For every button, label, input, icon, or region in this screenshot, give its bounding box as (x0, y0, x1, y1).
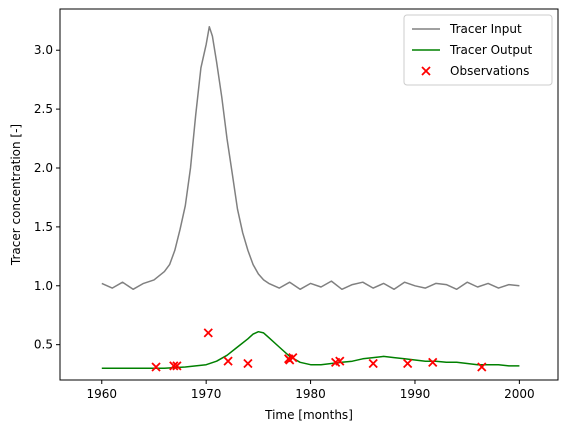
legend-item-tracer-input: Tracer Input (412, 22, 522, 36)
y-tick-label: 2.5 (34, 102, 53, 116)
y-tick-label: 3.0 (34, 43, 53, 57)
observations-point (477, 362, 487, 372)
legend-frame (403, 14, 553, 86)
x-tick-label: 1980 (295, 387, 326, 401)
observations-point (428, 357, 438, 367)
y-tick-label: 0.5 (34, 338, 53, 352)
x-axis-ticks: 1960 1970 1980 1990 2000 (86, 380, 535, 401)
observations-point (169, 361, 179, 371)
legend-swatch-observations (421, 66, 431, 76)
legend-label-tracer-input: Tracer Input (449, 22, 522, 36)
observations-point (223, 356, 233, 366)
x-axis-label: Time [months] (264, 408, 353, 422)
plot-marks (101, 25, 520, 372)
legend-label-observations: Observations (450, 64, 529, 78)
observations-point (151, 362, 161, 372)
observations-point (368, 358, 378, 369)
tracer-input-line (101, 25, 520, 291)
x-tick-label: 1960 (86, 387, 117, 401)
legend-item-tracer-output: Tracer Output (412, 43, 533, 57)
observations-point (243, 358, 253, 369)
x-tick-label: 2000 (504, 387, 535, 401)
tracer-output-line (101, 330, 520, 369)
observations-point (335, 356, 345, 366)
plot-area-frame (59, 8, 559, 381)
y-tick-label: 1.0 (34, 279, 53, 293)
legend: Tracer Input Tracer Output Observations (403, 14, 553, 86)
y-tick-label: 1.5 (34, 220, 53, 234)
legend-label-tracer-output: Tracer Output (449, 43, 533, 57)
observations-point (403, 358, 413, 369)
observations-point (288, 352, 298, 363)
y-axis-label: Tracer concentration [-] (9, 124, 23, 266)
x-tick-label: 1990 (400, 387, 431, 401)
x-tick-label: 1970 (191, 387, 222, 401)
observations-point (172, 361, 182, 371)
observations-point (203, 328, 213, 338)
y-tick-label: 2.0 (34, 161, 53, 175)
y-axis-ticks: 0.5 1.0 1.5 2.0 2.5 3.0 (34, 43, 60, 352)
legend-item-observations: Observations (421, 64, 529, 78)
